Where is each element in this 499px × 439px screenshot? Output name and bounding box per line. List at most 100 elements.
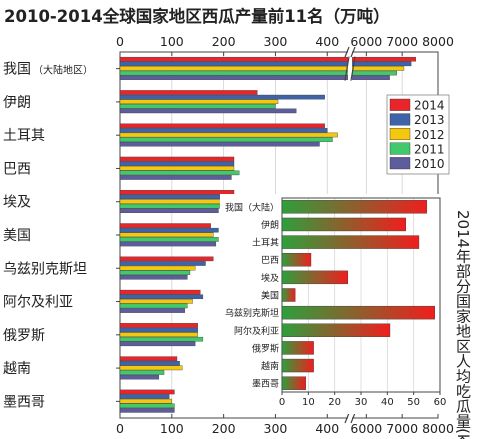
x-tick-label-top: 200 xyxy=(212,34,236,49)
bar xyxy=(119,265,196,271)
bar xyxy=(119,394,170,399)
bar xyxy=(119,398,172,404)
inset-x-tick-label: 10 xyxy=(302,397,315,408)
axis-break-mark xyxy=(344,412,350,424)
bar xyxy=(119,227,219,233)
bar xyxy=(119,294,204,300)
bar xyxy=(119,190,235,195)
inset-category-label: 我国（大陆） xyxy=(225,201,279,213)
bar xyxy=(119,365,183,371)
legend-label: 2013 xyxy=(414,113,445,127)
inset-bar xyxy=(281,253,312,267)
x-tick-label-bottom: 0 xyxy=(116,421,124,436)
category-label: 土耳其 xyxy=(3,128,45,144)
bar xyxy=(119,223,211,228)
bar xyxy=(119,108,297,114)
x-tick-label-top: 400 xyxy=(315,34,339,49)
bar xyxy=(119,289,201,295)
category-label: 巴西 xyxy=(3,161,31,177)
legend-swatch xyxy=(389,142,411,155)
x-tick-label-top: 300 xyxy=(264,34,288,49)
x-tick-label-bottom: 8000 xyxy=(422,421,454,436)
inset-category-label: 墨西哥 xyxy=(252,379,279,390)
inset-bar xyxy=(281,341,314,355)
inset-title: 2014年部分国家地区人均吃瓜量(kg) xyxy=(454,210,472,439)
category-label: 阿尔及利亚 xyxy=(3,295,73,311)
x-tick-label-top: 6000 xyxy=(350,34,382,49)
bar xyxy=(119,270,191,275)
legend-swatch xyxy=(389,127,411,140)
inset-category-label: 伊朗 xyxy=(261,219,279,231)
bar xyxy=(119,256,214,262)
bar xyxy=(119,361,180,366)
x-tick-label-top: 100 xyxy=(160,34,184,49)
bar xyxy=(119,374,160,380)
inset-category-label: 乌兹别克斯坦 xyxy=(225,307,279,319)
x-tick-label-top: 8000 xyxy=(422,34,454,49)
bar xyxy=(119,66,405,71)
bar xyxy=(119,99,279,104)
bar xyxy=(119,90,258,95)
x-tick-label-bottom: 400 xyxy=(315,421,339,436)
bar xyxy=(119,75,390,80)
bar xyxy=(119,208,219,214)
legend-label: 2011 xyxy=(414,142,445,156)
bar xyxy=(119,389,175,395)
bar xyxy=(119,323,198,328)
bar xyxy=(119,336,204,342)
inset-x-tick-label: 40 xyxy=(381,397,394,408)
inset-category-label: 俄罗斯 xyxy=(252,342,279,354)
bar xyxy=(119,156,235,162)
chart-title: 2010-2014全球国家地区西瓜产量前11名（万吨） xyxy=(4,6,390,26)
bar xyxy=(119,70,397,76)
bar xyxy=(119,61,412,67)
bar xyxy=(119,274,188,280)
bar xyxy=(119,261,206,266)
bar xyxy=(119,203,224,209)
legend-swatch xyxy=(389,157,411,170)
inset-category-label: 阿尔及利亚 xyxy=(234,325,279,337)
x-tick-label-bottom: 7000 xyxy=(386,421,418,436)
inset-bar xyxy=(281,235,420,249)
bar xyxy=(119,408,175,413)
inset-x-tick-label: 60 xyxy=(434,397,447,408)
bar xyxy=(119,170,240,176)
category-label: 美国 xyxy=(3,228,31,244)
x-tick-label-bottom: 100 xyxy=(160,421,184,436)
inset-bar xyxy=(281,376,306,390)
inset-category-label: 土耳其 xyxy=(252,237,279,249)
inset-x-tick-label: 20 xyxy=(328,397,341,408)
x-tick-label-bottom: 6000 xyxy=(350,421,382,436)
legend-swatch xyxy=(389,113,411,126)
bar xyxy=(119,56,416,62)
axis-break-mark xyxy=(350,412,356,424)
axis-break-mark xyxy=(350,46,356,58)
bar xyxy=(119,341,196,347)
bar xyxy=(119,356,178,361)
bar xyxy=(119,232,214,238)
inset-x-tick-label: 30 xyxy=(355,397,368,408)
x-tick-label-bottom: 300 xyxy=(264,421,288,436)
inset-category-label: 巴西 xyxy=(261,255,279,266)
axis-break-mark xyxy=(344,46,350,58)
x-tick-label-top: 0 xyxy=(116,34,124,49)
inset-bar xyxy=(281,217,406,232)
bar xyxy=(119,175,232,180)
bar xyxy=(119,141,320,147)
category-label: 伊朗 xyxy=(3,95,31,111)
bar xyxy=(119,199,237,204)
category-label: 墨西哥 xyxy=(3,394,45,410)
bar xyxy=(119,241,217,247)
bar xyxy=(119,327,198,333)
inset-category-label: 埃及 xyxy=(261,272,279,284)
bar xyxy=(119,128,328,133)
category-label: 乌兹别克斯坦 xyxy=(3,261,87,277)
inset-bar xyxy=(281,270,349,285)
category-label: 越南 xyxy=(3,361,31,377)
inset-x-tick-label: 50 xyxy=(407,397,420,408)
legend-swatch xyxy=(389,98,411,111)
x-tick-label-bottom: 200 xyxy=(212,421,236,436)
inset-category-label: 美国 xyxy=(261,290,279,302)
category-label: 埃及 xyxy=(3,195,31,211)
